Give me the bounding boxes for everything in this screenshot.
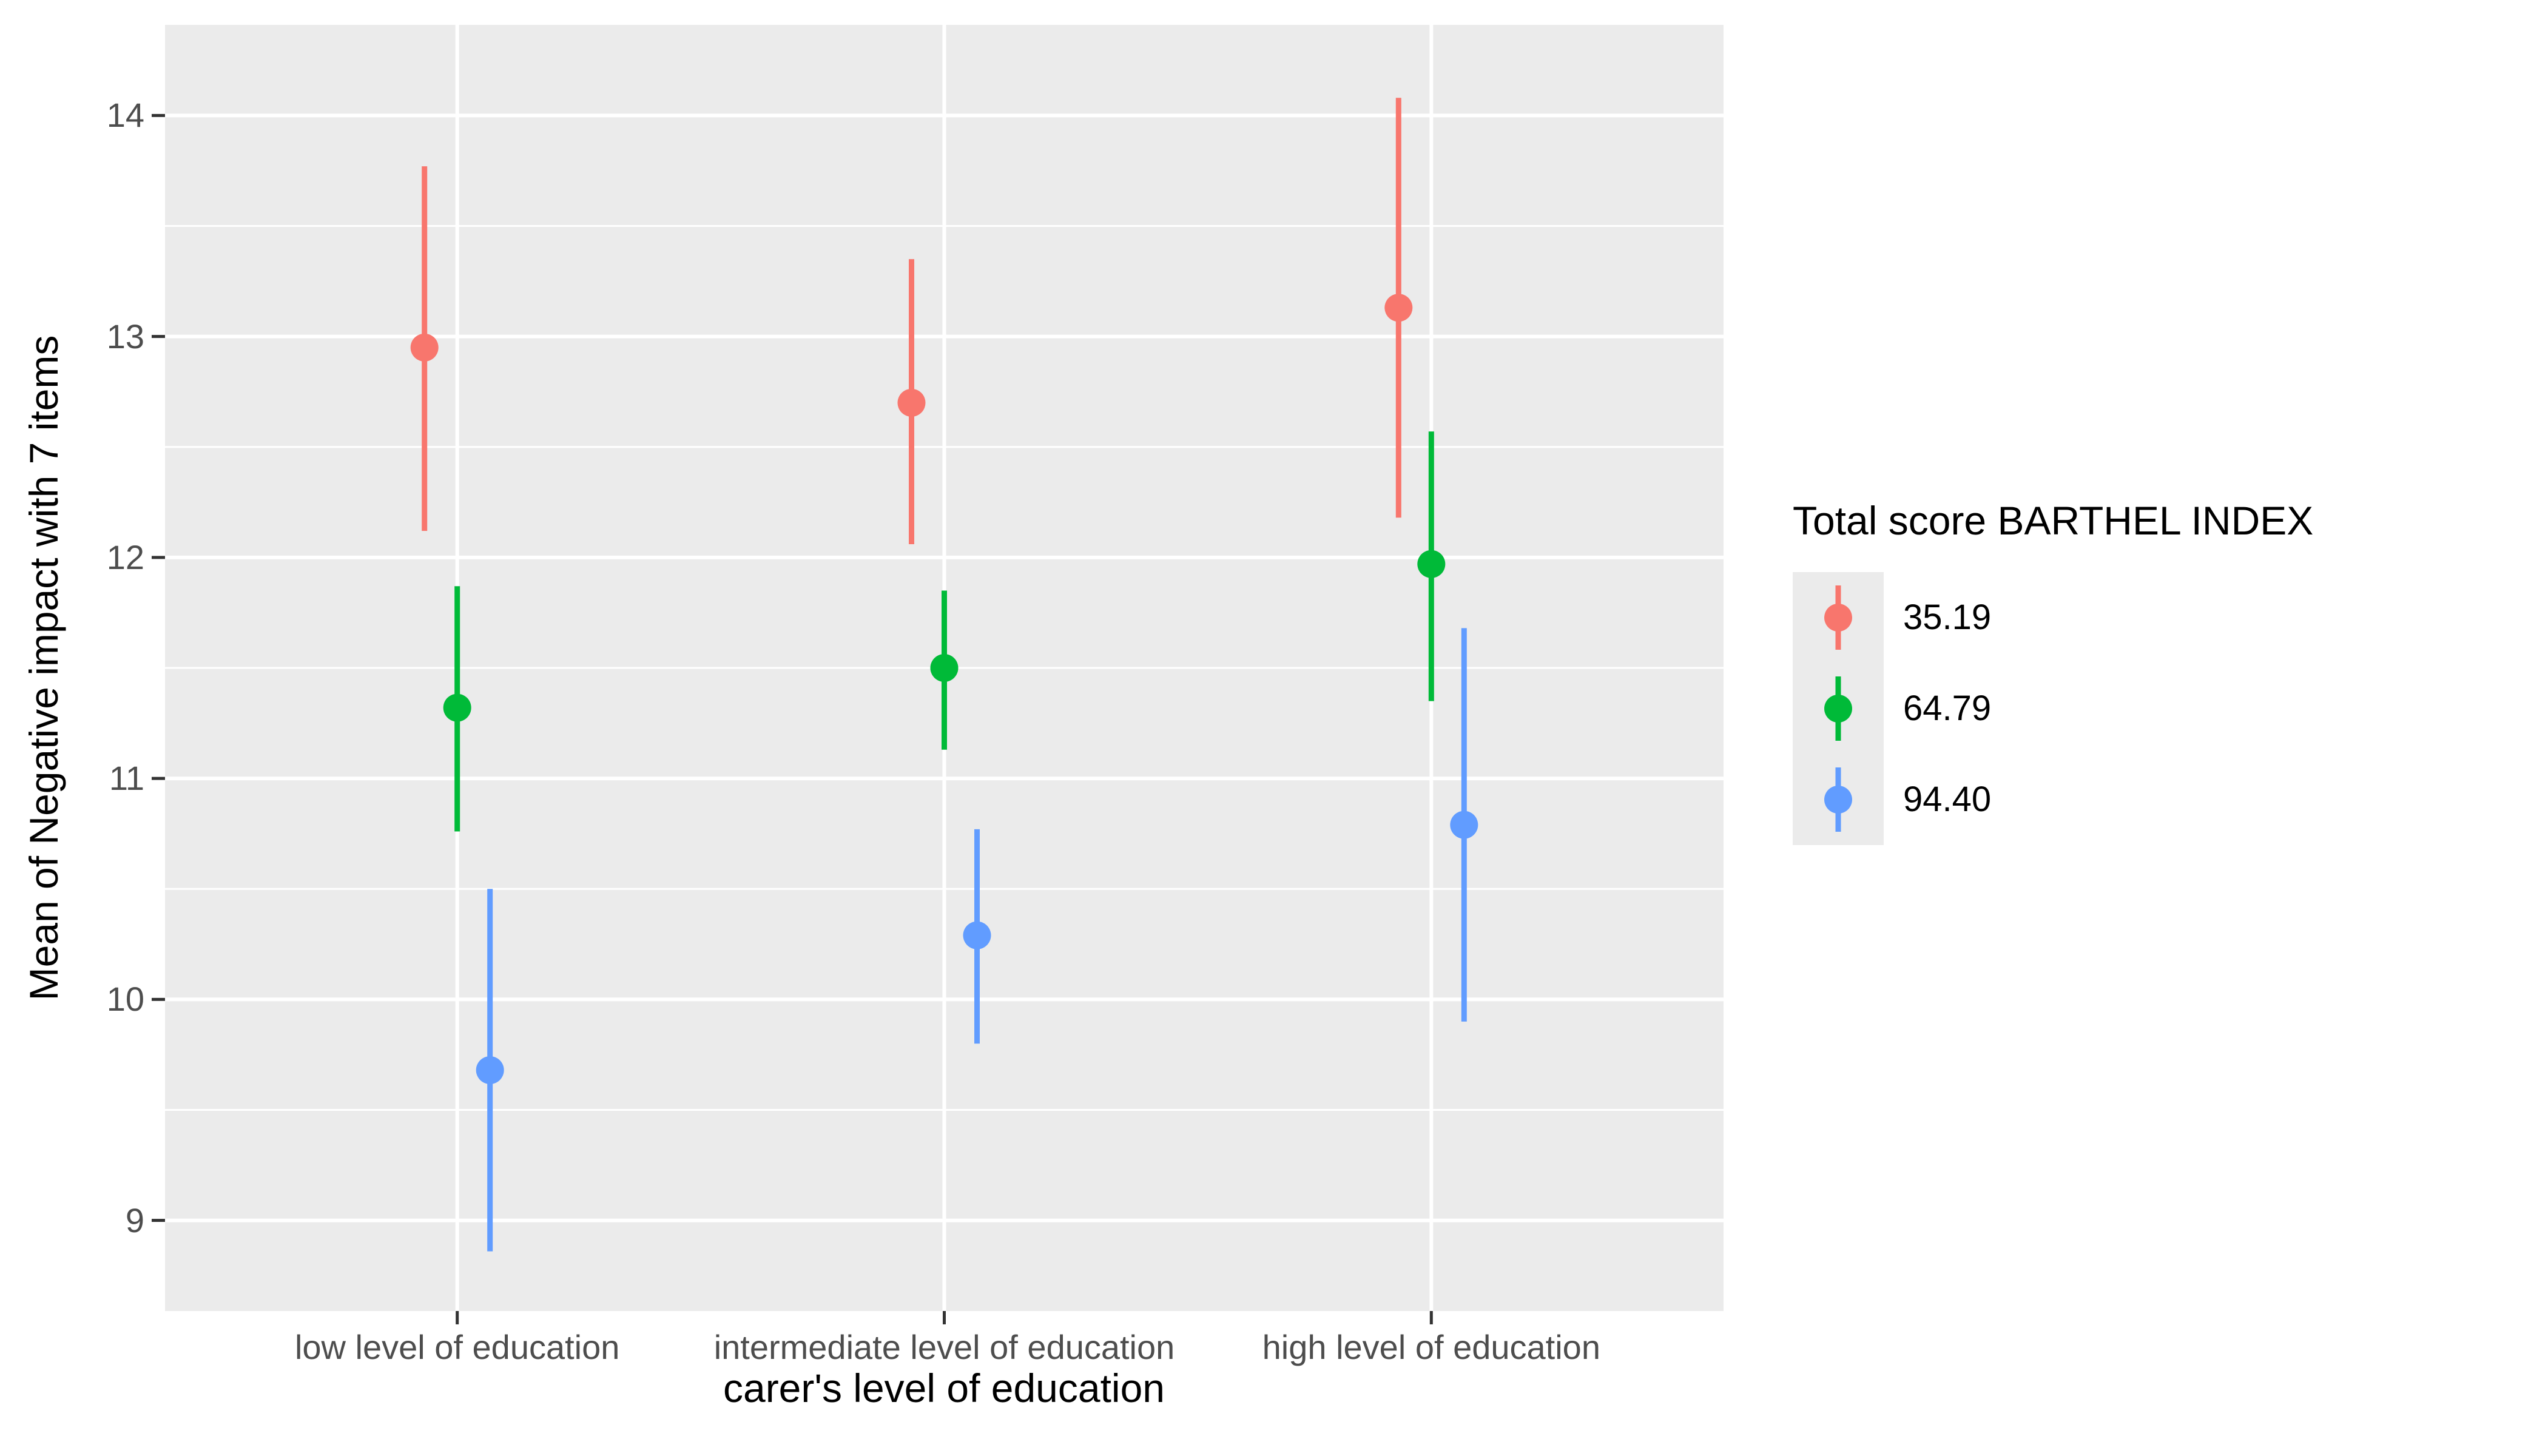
legend-key-swatch <box>1793 754 1884 845</box>
x-tick-label: intermediate level of education <box>713 1328 1175 1366</box>
x-tick-label: high level of education <box>1262 1328 1600 1366</box>
point-series-94.40-cat-0 <box>476 1056 504 1084</box>
y-tick-label: 13 <box>106 317 144 356</box>
point-series-64.79-cat-0 <box>443 693 471 722</box>
legend-key-point <box>1824 786 1852 814</box>
pointrange-key-icon <box>1824 585 1852 650</box>
legend-key-swatch <box>1793 572 1884 663</box>
legend-label: 35.19 <box>1903 598 1992 637</box>
point-series-64.79-cat-2 <box>1417 550 1446 578</box>
legend-key-point <box>1824 604 1852 632</box>
x-tick-label: low level of education <box>294 1328 620 1366</box>
point-series-94.40-cat-1 <box>963 921 991 949</box>
legend-label: 94.40 <box>1903 780 1992 819</box>
y-tick-label: 12 <box>106 538 144 576</box>
y-tick-label: 11 <box>109 759 144 798</box>
y-tick-label: 9 <box>125 1201 144 1239</box>
legend-label: 64.79 <box>1903 689 1992 728</box>
y-tick-label: 14 <box>106 96 144 135</box>
y-tick-label: 10 <box>106 980 144 1019</box>
legend-keys: 35.19 64.79 94.40 <box>1793 572 2313 845</box>
point-series-64.79-cat-1 <box>930 654 959 682</box>
x-axis-title: carer's level of education <box>723 1366 1165 1410</box>
point-series-35.19-cat-2 <box>1384 294 1413 322</box>
legend-row: 94.40 <box>1793 754 2313 845</box>
legend: Total score BARTHEL INDEX 35.19 64.79 94.4… <box>1793 500 2313 845</box>
legend-title: Total score BARTHEL INDEX <box>1793 498 2314 543</box>
legend-key-swatch <box>1793 663 1884 754</box>
legend-key-point <box>1824 695 1852 723</box>
legend-row: 35.19 <box>1793 572 2313 663</box>
point-series-35.19-cat-0 <box>410 333 439 362</box>
pointrange-key-icon <box>1824 767 1852 832</box>
point-series-35.19-cat-1 <box>897 388 926 417</box>
y-axis-title: Mean of Negative impact with 7 items <box>21 335 66 1001</box>
pointrange-key-icon <box>1824 676 1852 741</box>
point-series-94.40-cat-2 <box>1450 811 1478 839</box>
legend-row: 64.79 <box>1793 663 2313 754</box>
